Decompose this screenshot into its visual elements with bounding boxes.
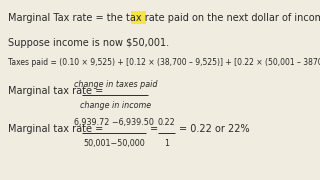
Text: Marginal Tax rate = the tax rate paid on the next dollar of income.: Marginal Tax rate = the tax rate paid on… <box>8 13 320 23</box>
Bar <box>131 11 146 24</box>
Text: Marginal tax rate =: Marginal tax rate = <box>8 124 106 134</box>
Text: 50,001−50,000: 50,001−50,000 <box>83 139 145 148</box>
Text: Suppose income is now $50,001.: Suppose income is now $50,001. <box>8 38 169 48</box>
Text: 1: 1 <box>164 139 169 148</box>
Text: change in income: change in income <box>80 101 151 110</box>
Text: Taxes paid = (0.10 × 9,525) + [0.12 × (38,700 – 9,525)] + [0.22 × (50,001 – 3870: Taxes paid = (0.10 × 9,525) + [0.12 × (3… <box>8 58 320 67</box>
Text: 0.22: 0.22 <box>157 118 175 127</box>
Text: change in taxes paid: change in taxes paid <box>74 80 157 89</box>
Text: = 0.22 or 22%: = 0.22 or 22% <box>179 124 250 134</box>
Text: 6,939.72 −6,939.50: 6,939.72 −6,939.50 <box>74 118 154 127</box>
Text: =: = <box>150 124 158 134</box>
Text: Marginal tax rate =: Marginal tax rate = <box>8 86 106 96</box>
